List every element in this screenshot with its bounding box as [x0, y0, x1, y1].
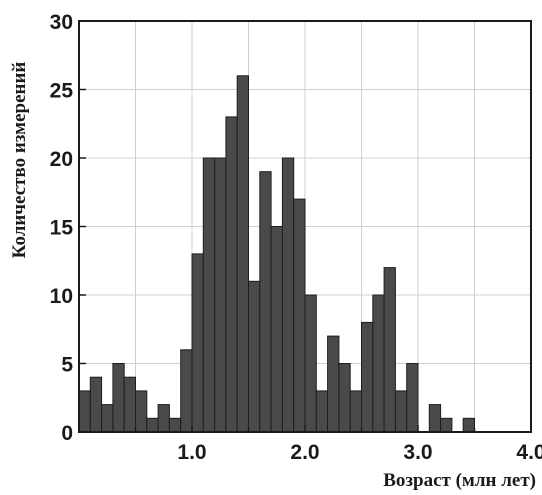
histogram-bar	[236, 75, 249, 433]
x-tick-label: 1.0	[177, 441, 206, 464]
histogram-bar	[248, 280, 261, 433]
histogram-bar	[146, 417, 159, 433]
histogram-bar	[78, 390, 91, 433]
histogram-bar	[372, 294, 385, 433]
histogram-bar	[89, 376, 103, 433]
histogram-bar	[168, 417, 182, 433]
y-tick-labels: 0 5 10 15 20 25 30	[50, 11, 74, 445]
histogram-bar	[406, 363, 419, 433]
histogram-bar	[349, 390, 363, 433]
histogram-bar	[281, 157, 295, 433]
histogram-bar	[135, 390, 148, 433]
histogram-bar	[315, 390, 329, 433]
histogram-bar	[394, 390, 408, 433]
histogram-bar	[225, 116, 238, 433]
y-tick-label: 20	[50, 148, 73, 171]
histogram-bar	[180, 349, 193, 433]
y-tick-label: 5	[61, 354, 73, 377]
histogram-bar	[338, 363, 351, 433]
histogram-bar	[191, 253, 204, 433]
y-tick-label: 15	[50, 217, 74, 240]
y-axis-title: Количество измерений	[9, 62, 30, 259]
histogram-bar	[112, 363, 125, 433]
y-tick-label: 0	[61, 422, 73, 445]
histogram-bar	[428, 404, 442, 433]
x-tick-label: 3.0	[403, 441, 432, 464]
histogram-bar	[202, 157, 216, 433]
x-tick-label: 4.0	[516, 441, 542, 464]
x-tick-label: 2.0	[290, 441, 319, 464]
histogram-bar	[214, 157, 227, 433]
histogram-bar	[270, 226, 283, 433]
histogram-bar	[327, 335, 340, 433]
histogram-bar	[157, 404, 170, 433]
x-tick-labels: 1.0 2.0 3.0 4.0	[177, 441, 542, 464]
x-axis-title: Возраст (млн лет)	[383, 470, 536, 491]
y-tick-label: 30	[50, 11, 73, 34]
histogram-bar	[462, 417, 476, 433]
histogram-bar	[361, 321, 374, 433]
histogram-bar	[293, 198, 306, 433]
histogram-bar	[304, 294, 317, 433]
histogram-bars	[78, 75, 476, 433]
histogram-bar	[101, 404, 114, 433]
axis-ticks	[79, 20, 532, 433]
y-tick-label: 25	[50, 80, 74, 103]
histogram-bar	[383, 267, 396, 433]
y-tick-label: 10	[50, 285, 73, 308]
histogram-bar	[123, 376, 136, 433]
histogram-bar	[440, 417, 453, 433]
histogram-bar	[259, 171, 272, 433]
